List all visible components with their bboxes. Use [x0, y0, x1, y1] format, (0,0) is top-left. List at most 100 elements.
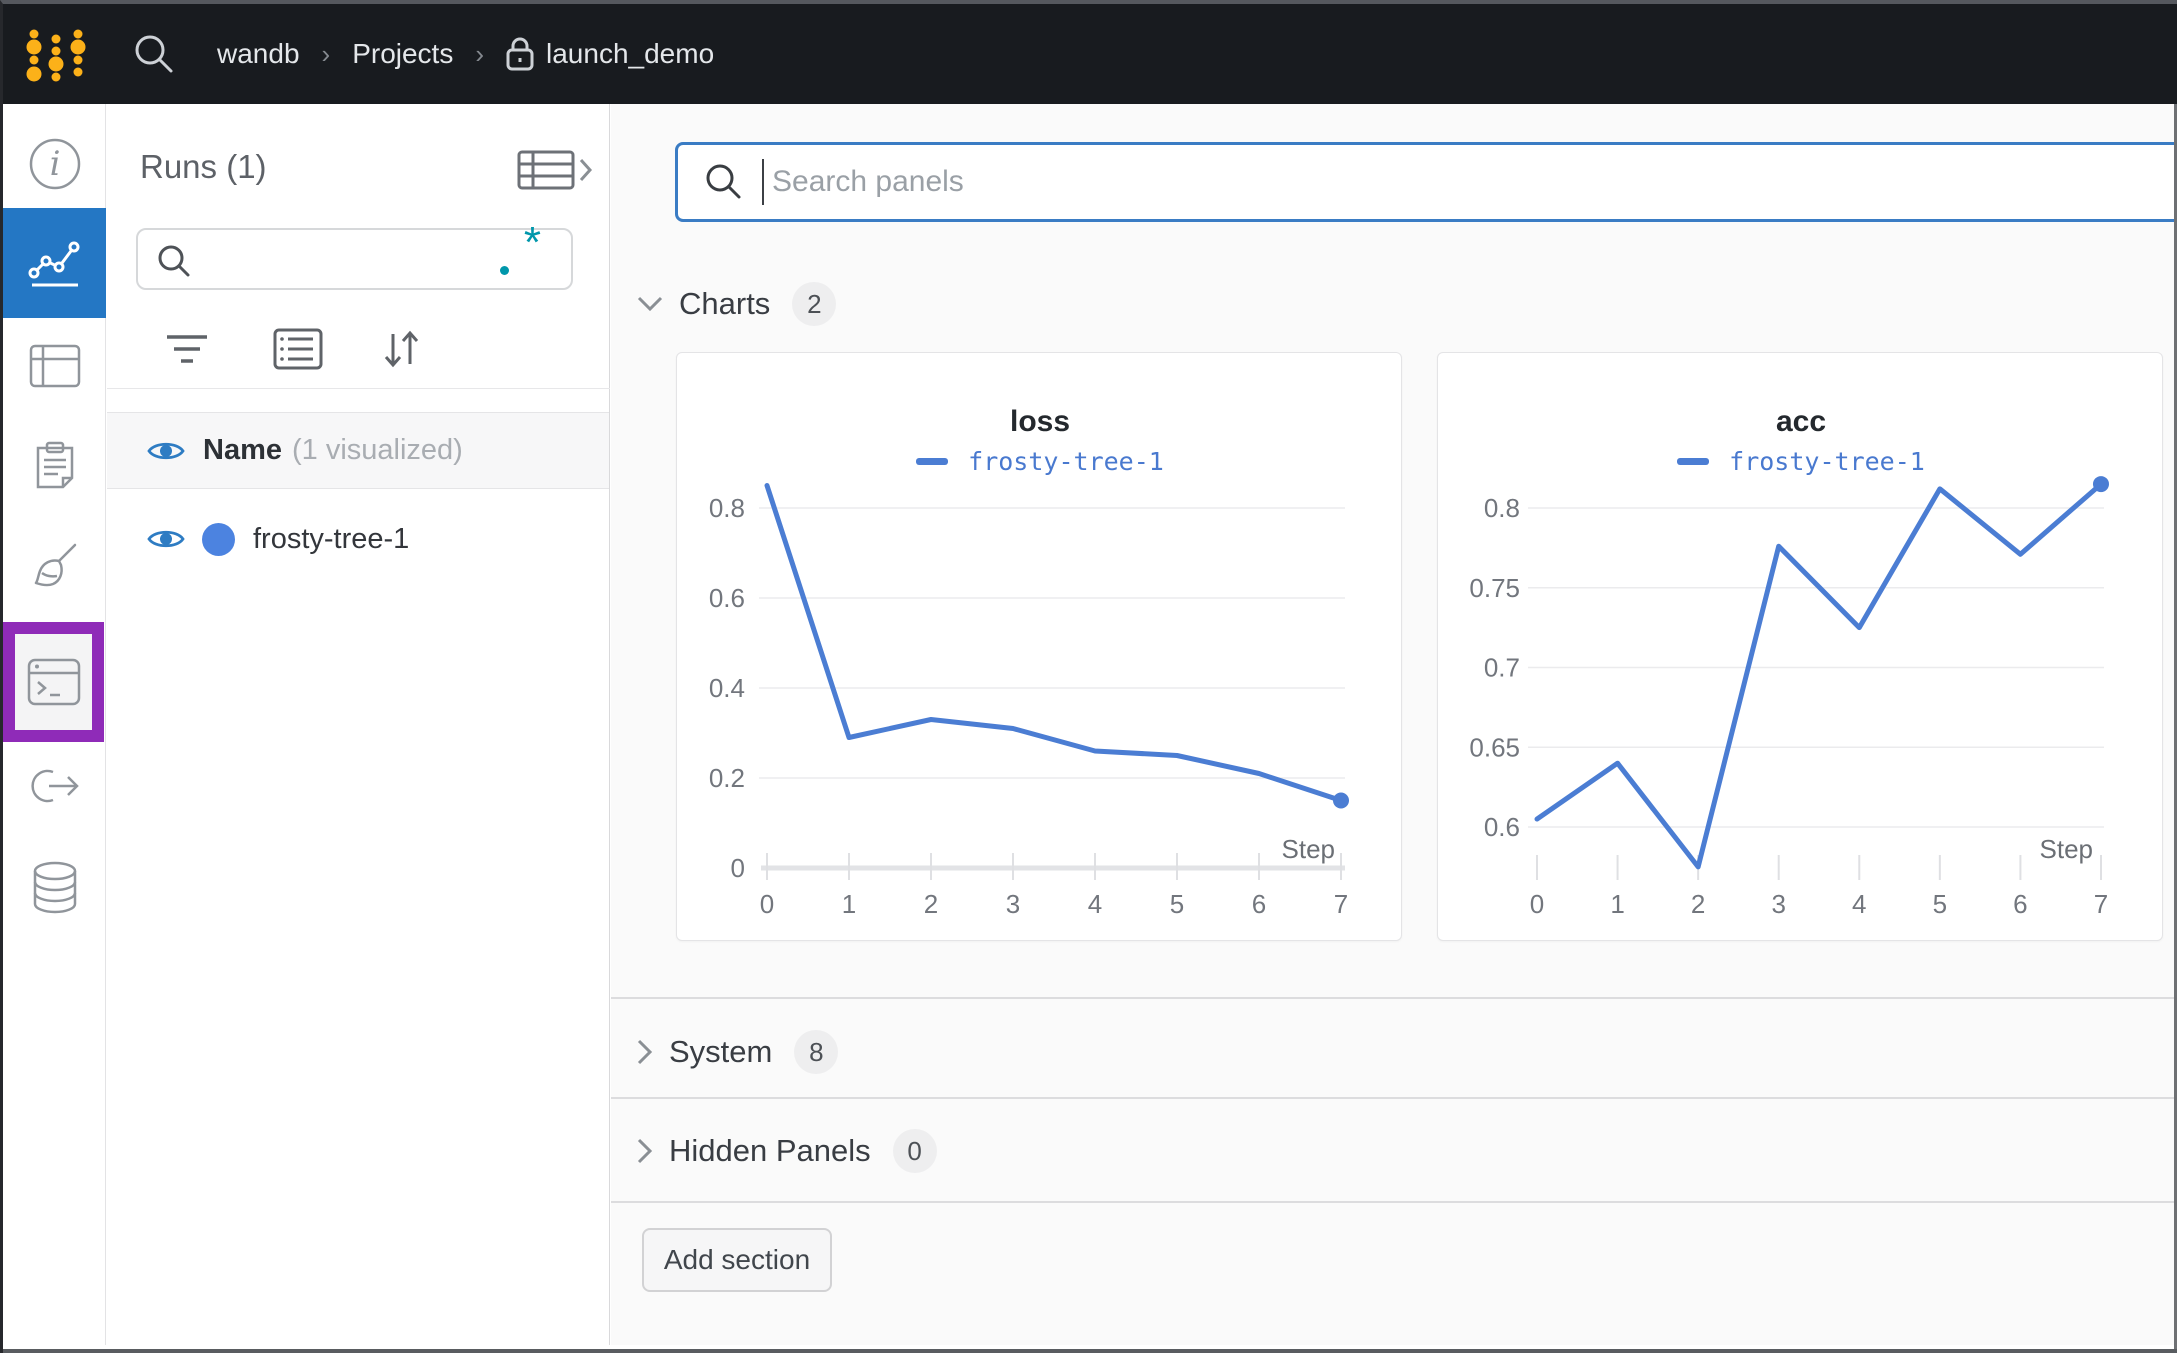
svg-text:3: 3 [1771, 889, 1785, 919]
legend-run-name: frosty-tree-1 [968, 447, 1164, 476]
wandb-logo[interactable] [23, 26, 89, 82]
svg-text:Step: Step [1282, 834, 1336, 864]
add-section-label: Add section [664, 1244, 810, 1276]
runs-panel-title: Runs (1) [140, 148, 267, 186]
expand-table-icon[interactable] [517, 150, 593, 192]
sort-icon[interactable] [379, 326, 423, 372]
svg-text:0.8: 0.8 [709, 493, 745, 523]
regex-toggle-icon[interactable]: * [524, 218, 541, 268]
sidebar-item-table[interactable] [3, 330, 106, 402]
sidebar-item-jobs[interactable] [3, 622, 104, 742]
svg-text:6: 6 [1252, 889, 1266, 919]
lock-icon [506, 37, 534, 71]
search-icon [704, 162, 744, 202]
search-icon[interactable] [131, 31, 177, 77]
breadcrumb: wandb › Projects › launch_demo [217, 37, 714, 71]
chevron-down-icon [637, 296, 663, 312]
runs-panel: Runs (1) * [107, 104, 610, 1345]
eye-visible-icon[interactable] [147, 438, 185, 464]
divider [611, 1201, 2174, 1203]
terminal-icon [27, 658, 81, 706]
broom-icon [29, 539, 81, 591]
panel-search-input[interactable]: Search panels [675, 142, 2177, 222]
sidebar-item-automations[interactable] [3, 750, 106, 822]
chevron-right-icon: › [475, 39, 484, 70]
legend-run-name: frosty-tree-1 [1729, 447, 1925, 476]
section-charts[interactable]: Charts 2 [637, 282, 836, 326]
svg-text:0.65: 0.65 [1469, 732, 1520, 762]
svg-text:4: 4 [1088, 889, 1102, 919]
svg-text:5: 5 [1933, 889, 1947, 919]
svg-text:1: 1 [1610, 889, 1624, 919]
legend-line-swatch [1677, 458, 1709, 465]
link-icon [27, 766, 83, 806]
run-name[interactable]: frosty-tree-1 [253, 523, 409, 556]
eye-visible-icon[interactable] [147, 526, 185, 552]
search-icon [156, 243, 192, 279]
app-window: wandb › Projects › launch_demo i [0, 0, 2177, 1353]
svg-text:0.75: 0.75 [1469, 573, 1520, 603]
text-caret [762, 159, 764, 205]
runs-search-input[interactable]: * [136, 228, 573, 290]
breadcrumb-entity[interactable]: wandb [217, 38, 300, 70]
svg-text:5: 5 [1170, 889, 1184, 919]
svg-text:2: 2 [924, 889, 938, 919]
sidebar-item-artifacts[interactable] [3, 852, 106, 924]
svg-text:0.6: 0.6 [709, 583, 745, 613]
section-count-badge: 0 [893, 1129, 937, 1173]
sidebar-item-sweeps[interactable] [3, 529, 106, 601]
svg-text:6: 6 [2013, 889, 2027, 919]
workspace: Search panels Charts 2 0 0.2 0.4 0.6 0.8 0 1 2 3… [611, 104, 2174, 1345]
sidebar-item-charts[interactable] [3, 208, 106, 318]
chart-panel-acc[interactable]: 0.60.650.70.750.801234567Step acc frosty… [1437, 352, 2163, 941]
svg-text:1: 1 [842, 889, 856, 919]
svg-text:Step: Step [2040, 834, 2094, 864]
svg-text:7: 7 [1334, 889, 1348, 919]
breadcrumb-projects[interactable]: Projects [352, 38, 453, 70]
svg-text:0.7: 0.7 [1484, 653, 1520, 683]
line-chart-icon [26, 237, 84, 289]
breadcrumb-project[interactable]: launch_demo [546, 38, 714, 70]
chevron-right-icon [637, 1138, 653, 1164]
filter-icon[interactable] [163, 332, 211, 368]
run-row[interactable]: frosty-tree-1 [107, 490, 609, 588]
left-icon-rail: i [3, 104, 106, 1345]
divider [611, 1097, 2174, 1099]
runs-header-row: Name (1 visualized) [107, 412, 609, 489]
sidebar-item-overview[interactable]: i [3, 128, 106, 200]
info-icon: i [28, 137, 82, 191]
visualized-count: (1 visualized) [292, 434, 463, 467]
chart-legend: frosty-tree-1 [1438, 447, 2164, 476]
svg-text:2: 2 [1691, 889, 1705, 919]
top-nav-bar: wandb › Projects › launch_demo [3, 4, 2177, 104]
database-icon [31, 861, 79, 915]
svg-text:0: 0 [1530, 889, 1544, 919]
section-label: Charts [679, 286, 770, 322]
svg-text:0.6: 0.6 [1484, 812, 1520, 842]
sidebar-item-logs[interactable] [3, 430, 106, 502]
svg-text:0: 0 [731, 853, 745, 883]
group-list-icon[interactable] [273, 328, 323, 370]
run-color-dot[interactable] [202, 523, 235, 556]
loss-line-chart: 00.20.40.60.801234567Step [677, 353, 1403, 942]
legend-line-swatch [916, 458, 948, 465]
section-count-badge: 2 [792, 282, 836, 326]
section-label: System [669, 1034, 772, 1070]
chart-title: loss [677, 405, 1403, 439]
chevron-right-icon: › [322, 39, 331, 70]
chart-panel-loss[interactable]: 00.20.40.60.801234567Step loss frosty-tr… [676, 352, 1402, 941]
section-system[interactable]: System 8 [637, 1030, 838, 1074]
section-count-badge: 8 [794, 1030, 838, 1074]
search-placeholder: Search panels [772, 165, 964, 199]
svg-text:i: i [49, 144, 60, 184]
section-hidden-panels[interactable]: Hidden Panels 0 [637, 1129, 937, 1173]
svg-text:0.2: 0.2 [709, 763, 745, 793]
svg-text:0.4: 0.4 [709, 673, 745, 703]
svg-text:3: 3 [1006, 889, 1020, 919]
add-section-button[interactable]: Add section [642, 1228, 832, 1292]
table-icon [29, 344, 81, 388]
window-scrollbar-horizontal[interactable] [3, 1349, 2177, 1353]
column-header-name[interactable]: Name [203, 434, 282, 467]
section-label: Hidden Panels [669, 1133, 871, 1169]
chart-title: acc [1438, 405, 2164, 439]
